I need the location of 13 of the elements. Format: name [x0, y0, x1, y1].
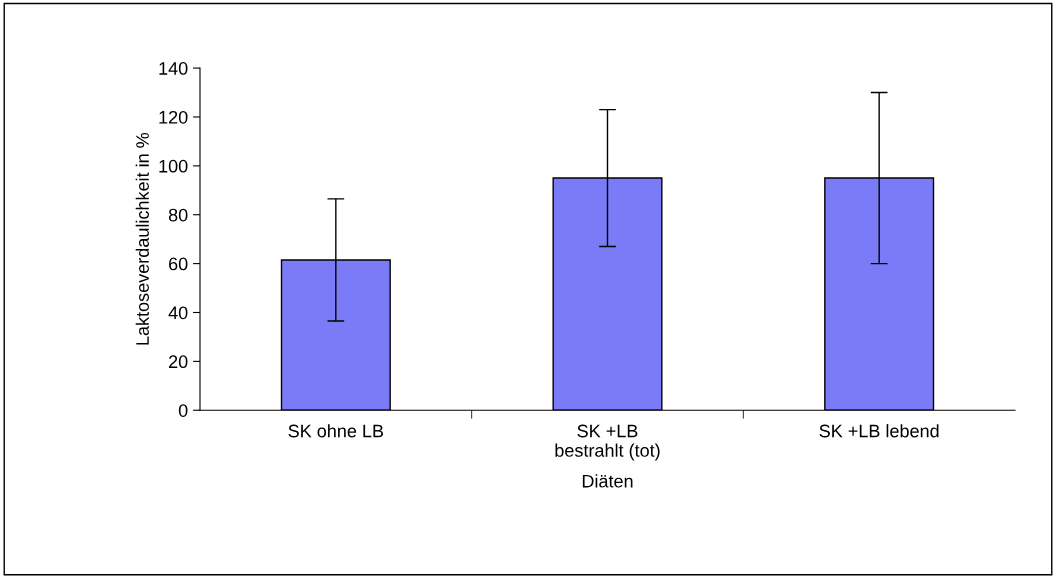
y-tick-label: 20 — [169, 355, 188, 369]
y-tick-label: 40 — [168, 306, 188, 320]
y-tick-label: 100 — [159, 159, 188, 173]
x-tick-label: SK +LB lebend — [819, 424, 939, 438]
y-tick-label: 140 — [159, 62, 188, 75]
x-tick-label: SK ohne LB — [288, 424, 384, 438]
y-tick-label: 0 — [178, 404, 188, 417]
y-tick-label: 80 — [168, 208, 188, 222]
y-axis-title: Laktoseverdaulichkeit in % — [135, 132, 149, 345]
y-tick-label: 120 — [159, 110, 188, 124]
x-tick-label: SK +LB bestrahlt (tot) — [555, 424, 660, 461]
x-axis-title: Diäten — [582, 474, 633, 488]
y-tick-label: 60 — [169, 257, 188, 271]
